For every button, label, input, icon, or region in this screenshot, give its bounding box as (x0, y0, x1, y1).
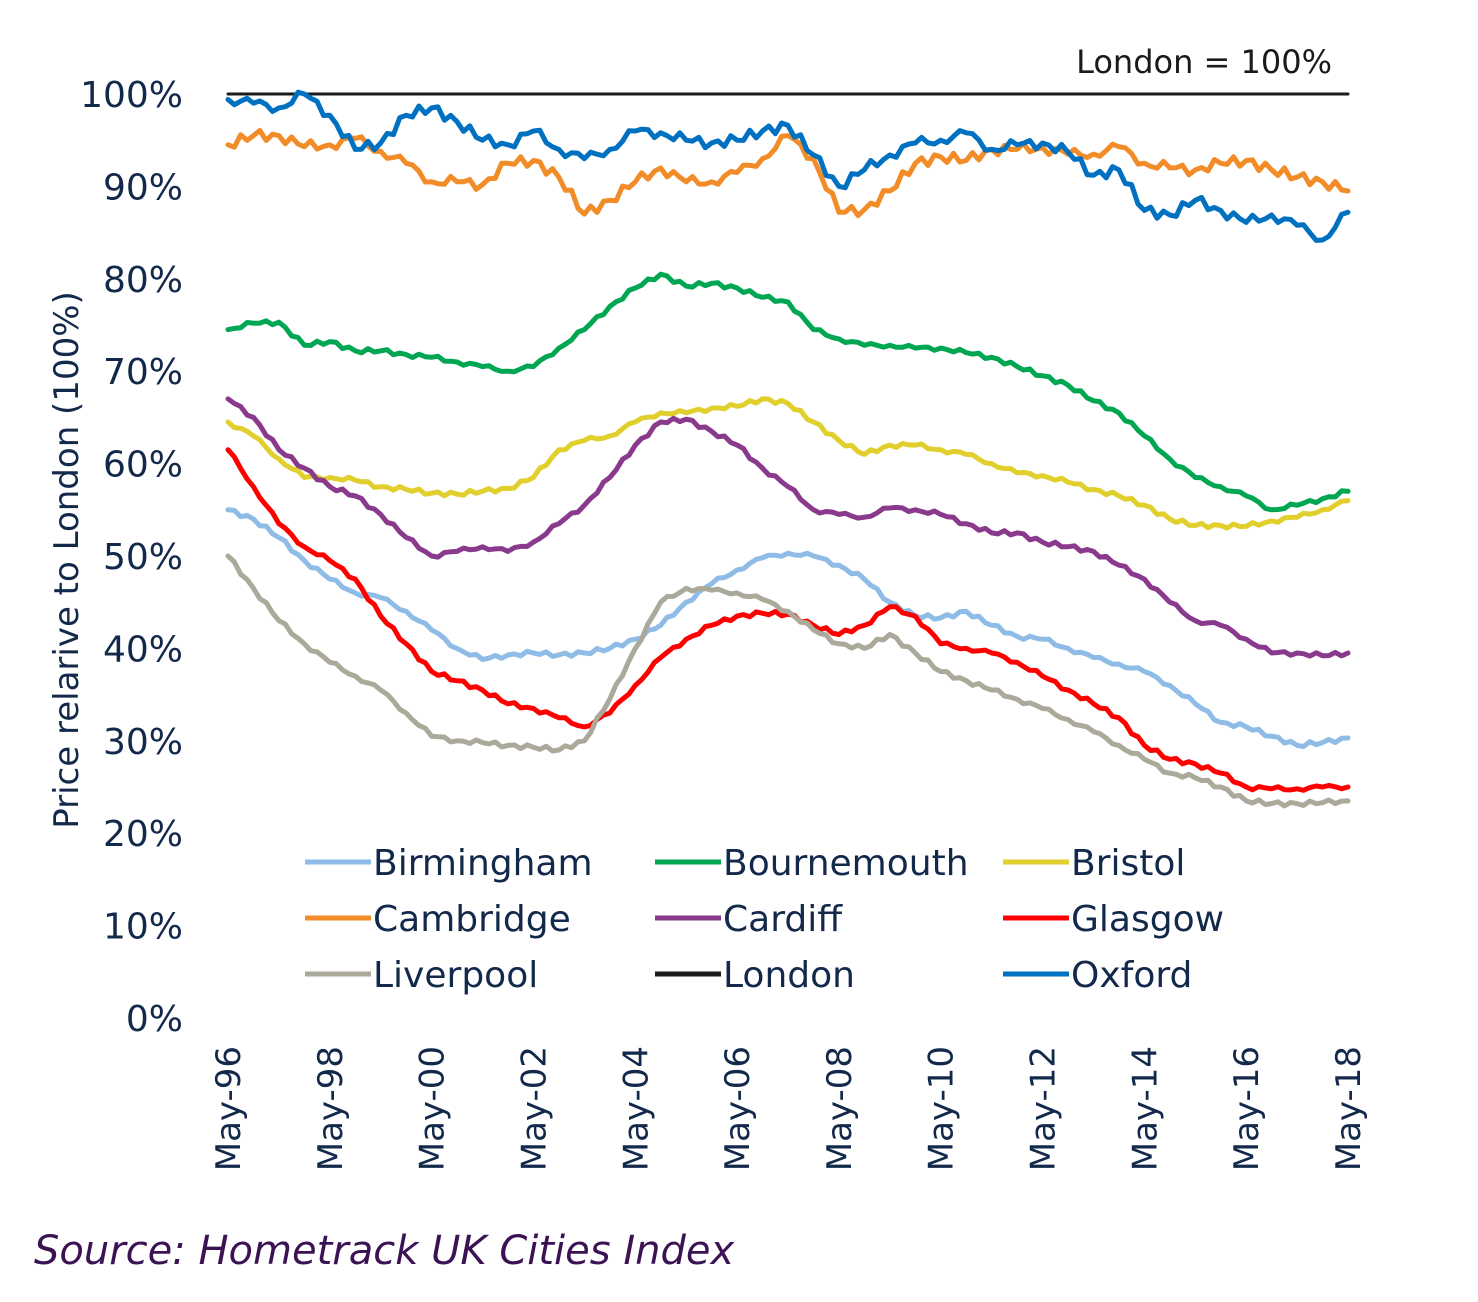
y-tick-label: 80% (103, 260, 183, 301)
x-tick-label: May-02 (514, 1046, 554, 1171)
legend-item-bournemouth: Bournemouth (655, 843, 969, 884)
series-line-bristol (225, 396, 1351, 531)
series-line-cambridge (225, 127, 1351, 219)
x-axis: May-96 May-98 May-00 May-02 May-04 May-06 May-… (209, 1046, 1369, 1171)
x-tick-label: May-18 (1329, 1046, 1369, 1171)
series-line-cardiff (225, 396, 1351, 659)
legend-label: London (723, 955, 855, 996)
series-line-glasgow (225, 447, 1351, 793)
legend-item-glasgow: Glasgow (1003, 899, 1224, 940)
y-tick-label: 60% (103, 445, 183, 486)
legend-label: Birmingham (373, 843, 593, 884)
x-tick-label: May-00 (413, 1046, 453, 1171)
x-tick-label: May-98 (311, 1046, 351, 1171)
y-tick-label: 90% (103, 167, 183, 208)
legend-label: Bournemouth (723, 843, 969, 884)
legend-item-cambridge: Cambridge (305, 899, 571, 940)
x-tick-label: May-04 (616, 1046, 656, 1171)
series-line-birmingham (225, 507, 1351, 749)
x-tick-label: May-12 (1024, 1046, 1064, 1171)
legend-item-liverpool: Liverpool (305, 955, 538, 996)
source-note: Source: Hometrack UK Cities Index (34, 1228, 735, 1274)
legend: Birmingham Bournemouth Bristol Cambridge Car… (305, 843, 1224, 996)
y-tick-label: 70% (103, 352, 183, 393)
legend-item-oxford: Oxford (1003, 955, 1192, 996)
london-annotation: London = 100% (1076, 43, 1332, 81)
legend-label: Oxford (1071, 955, 1192, 996)
legend-label: Liverpool (373, 955, 538, 996)
legend-item-cardiff: Cardiff (655, 899, 843, 940)
y-axis: 0% 10% 20% 30% 40% 50% 60% 70% 80% 90% 100% (80, 75, 183, 1040)
y-tick-label: 100% (80, 75, 183, 116)
y-axis-title: Price relarive to London (100%) (47, 291, 87, 829)
y-tick-label: 50% (103, 537, 183, 578)
x-tick-label: May-08 (820, 1046, 860, 1171)
series-line-bournemouth (225, 271, 1351, 513)
legend-label: Bristol (1071, 843, 1185, 884)
y-tick-label: 0% (126, 999, 183, 1040)
legend-label: Cardiff (723, 899, 843, 940)
y-tick-label: 10% (103, 907, 183, 948)
legend-item-birmingham: Birmingham (305, 843, 593, 884)
series-line-liverpool (225, 553, 1351, 809)
x-tick-label: May-16 (1227, 1046, 1267, 1171)
x-tick-label: May-06 (718, 1046, 758, 1171)
x-tick-label: May-14 (1125, 1046, 1165, 1171)
x-tick-label: May-10 (922, 1046, 962, 1171)
y-tick-label: 40% (103, 629, 183, 670)
y-tick-label: 30% (103, 722, 183, 763)
legend-item-bristol: Bristol (1003, 843, 1185, 884)
series-group (225, 89, 1351, 809)
legend-label: Glasgow (1071, 899, 1224, 940)
legend-label: Cambridge (373, 899, 571, 940)
legend-item-london: London (655, 955, 855, 996)
x-tick-label: May-96 (209, 1046, 249, 1171)
series-line-oxford (225, 89, 1351, 243)
y-tick-label: 20% (103, 814, 183, 855)
